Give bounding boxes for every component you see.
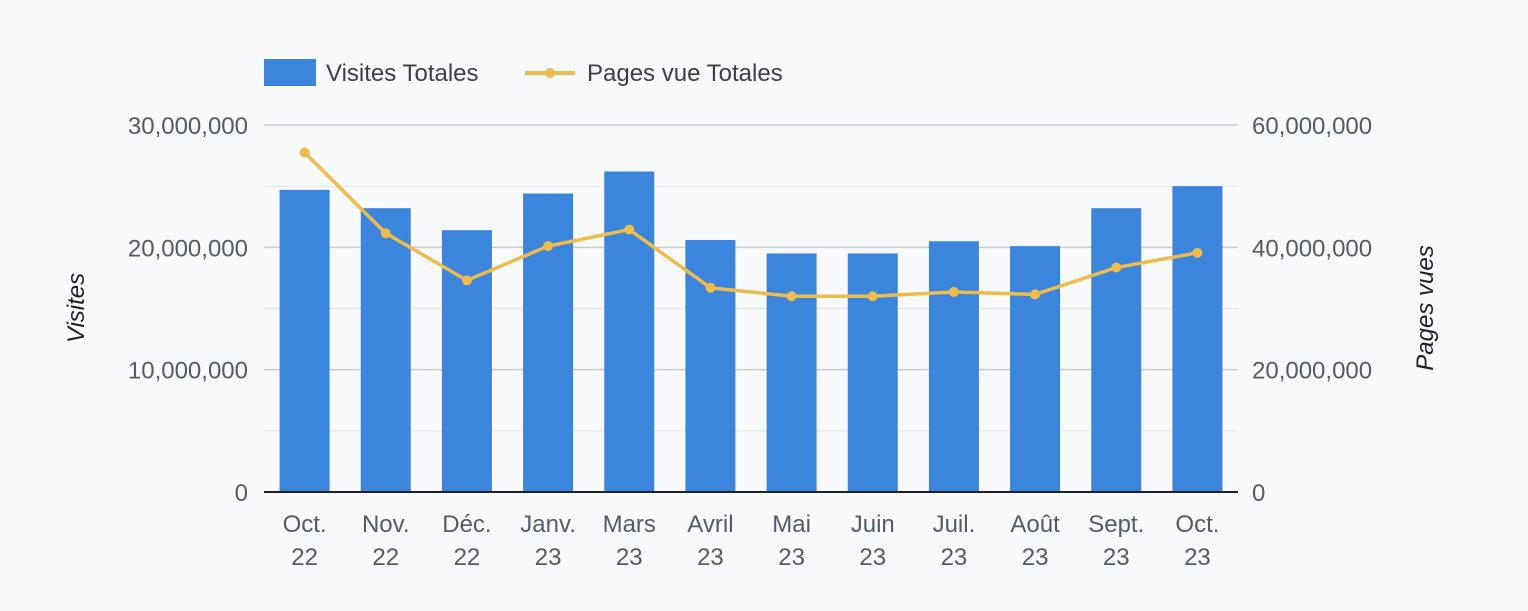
bar-layer bbox=[279, 171, 1223, 493]
y-axis-right-title: Pages vues bbox=[1412, 245, 1439, 370]
y-right-tick-label: 60,000,000 bbox=[1252, 113, 1372, 140]
x-tick-label: Oct. 23 bbox=[1175, 511, 1219, 571]
x-tick-label: Sept. 23 bbox=[1088, 511, 1144, 571]
point-pages-vues-0 bbox=[299, 147, 310, 158]
y-axis-left-title: Visites bbox=[63, 273, 90, 343]
point-pages-vues-7 bbox=[867, 291, 878, 302]
x-tick-label: Juin 23 bbox=[851, 511, 895, 571]
legend-label-pages: Pages vue Totales bbox=[587, 60, 783, 87]
point-pages-vues-2 bbox=[461, 275, 472, 286]
axis-layer: 0 10,000,000 20,000,000 30,000,000 0 20,000,0… bbox=[128, 113, 1372, 571]
y-right-tick-label: 0 bbox=[1252, 480, 1265, 507]
x-tick-label: Nov. 22 bbox=[362, 511, 410, 571]
y-right-tick-label: 20,000,000 bbox=[1252, 358, 1372, 385]
grid-layer bbox=[264, 124, 1238, 432]
legend-swatch-pages-marker bbox=[545, 68, 555, 78]
x-tick-label: Juil. 23 bbox=[933, 511, 976, 571]
x-tick-label: Avril 23 bbox=[687, 511, 733, 571]
bar-visites-1 bbox=[360, 208, 411, 493]
x-tick-label: Mars 23 bbox=[603, 511, 656, 571]
bar-visites-4 bbox=[604, 171, 655, 492]
bar-visites-0 bbox=[279, 189, 330, 492]
point-pages-vues-1 bbox=[380, 228, 391, 239]
x-tick-label: Oct. 22 bbox=[283, 511, 327, 571]
y-right-tick-label: 40,000,000 bbox=[1252, 235, 1372, 262]
y-left-tick-label: 20,000,000 bbox=[128, 235, 248, 262]
point-pages-vues-6 bbox=[786, 291, 797, 302]
bar-visites-10 bbox=[1091, 208, 1142, 493]
point-pages-vues-3 bbox=[543, 241, 554, 252]
point-pages-vues-11 bbox=[1192, 247, 1203, 258]
point-pages-vues-4 bbox=[624, 224, 635, 235]
bar-visites-9 bbox=[1010, 246, 1061, 492]
y-left-tick-label: 10,000,000 bbox=[128, 358, 248, 385]
line-layer bbox=[299, 147, 1203, 302]
x-tick-label: Janv. 23 bbox=[520, 511, 576, 571]
bar-visites-5 bbox=[685, 239, 736, 492]
x-tick-label: Mai 23 bbox=[772, 511, 811, 571]
bar-visites-6 bbox=[766, 253, 817, 492]
x-tick-label: Déc. 22 bbox=[442, 511, 491, 571]
bar-visites-7 bbox=[847, 253, 898, 492]
y-left-tick-label: 30,000,000 bbox=[128, 113, 248, 140]
point-pages-vues-10 bbox=[1111, 262, 1122, 273]
bar-visites-3 bbox=[523, 193, 574, 493]
line-pages-vues bbox=[302, 150, 1200, 299]
point-pages-vues-5 bbox=[705, 282, 716, 293]
point-pages-vues-9 bbox=[1030, 289, 1041, 300]
legend-label-visites: Visites Totales bbox=[326, 60, 479, 87]
bar-visites-11 bbox=[1172, 186, 1223, 492]
bar-visites-8 bbox=[928, 241, 979, 492]
y-left-tick-label: 0 bbox=[235, 480, 248, 507]
legend-swatch-visites bbox=[264, 59, 316, 86]
x-tick-label: Août 23 bbox=[1010, 511, 1060, 571]
point-pages-vues-8 bbox=[948, 286, 959, 297]
legend: Visites Totales Pages vue Totales bbox=[264, 59, 783, 87]
